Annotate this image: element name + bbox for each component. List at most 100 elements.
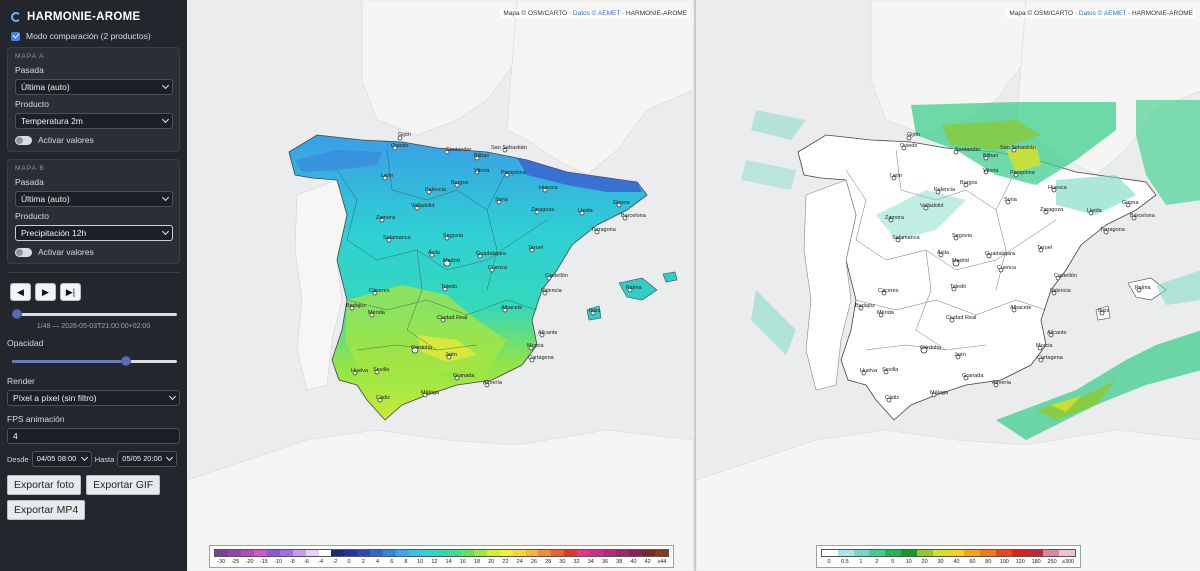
- export-gif-button[interactable]: Exportar GIF: [86, 475, 161, 495]
- temperature-legend-tick-label: 16: [459, 559, 466, 565]
- city-label: Pamplona: [1010, 170, 1036, 176]
- opacity-slider-thumb[interactable]: [120, 356, 131, 366]
- to-select[interactable]: 05/05 20:00: [117, 451, 178, 467]
- temperature-legend-swatch: [383, 550, 397, 556]
- map-a-values-toggle[interactable]: [15, 135, 32, 145]
- city-label: Albacete: [501, 305, 522, 311]
- city-label: Palma: [626, 285, 643, 291]
- city-label: Ibiza: [1098, 308, 1111, 314]
- export-photo-button[interactable]: Exportar foto: [7, 475, 82, 495]
- city-label: Cuenca: [488, 265, 508, 271]
- precipitation-legend-swatch: [1043, 550, 1060, 556]
- aemet-link[interactable]: Datos © AEMET: [572, 10, 621, 17]
- city-label: Murcia: [1036, 343, 1053, 349]
- temperature-legend-swatch: [460, 550, 474, 556]
- city-label: Huelva: [351, 368, 369, 374]
- precipitation-legend-ticks: 0 0.5 1 2 5 10 20 30 40 60 80 100 120 180 250 ≥300: [821, 559, 1076, 565]
- city-label: Zaragoza: [531, 207, 555, 213]
- temperature-legend-ticks: -30 -25 -20 -15 -10 -8 -6 -4 -2 0 2 4 6 8 10 12 14 16 18 20…: [214, 559, 669, 565]
- map-a-run-label: Pasada: [15, 65, 44, 75]
- precipitation-legend-swatch: [901, 550, 917, 556]
- temperature-legend-swatch: [641, 550, 655, 556]
- temperature-legend-swatch: [538, 550, 552, 556]
- from-value: 04/05 08:00: [36, 454, 77, 463]
- export-buttons-row-2: Exportar MP4: [7, 500, 180, 520]
- precipitation-legend-swatch: [853, 550, 870, 556]
- city-label: Burgos: [451, 180, 469, 186]
- map-a-run-select[interactable]: Última (auto): [15, 79, 173, 95]
- precipitation-legend-tick-label: 60: [969, 559, 976, 565]
- map-a-product-select[interactable]: Temperatura 2m: [15, 113, 173, 129]
- play-button[interactable]: ▶: [35, 283, 56, 301]
- precipitation-legend-swatch: [822, 550, 838, 556]
- attribution-suffix: · HARMONIE-AROME: [622, 10, 687, 17]
- map-a-product-label: Producto: [15, 99, 50, 109]
- city-label: Cartagena: [1037, 355, 1064, 361]
- temperature-legend-swatch: [344, 550, 358, 556]
- cantabrian-cold-band: [295, 150, 382, 172]
- precipitation-legend-swatch: [885, 550, 902, 556]
- export-mp4-button[interactable]: Exportar MP4: [7, 500, 86, 520]
- map-b-canvas: [696, 0, 1200, 571]
- city-label: Cuenca: [997, 265, 1017, 271]
- opacity-slider[interactable]: [12, 356, 177, 366]
- temperature-legend-swatch: [331, 550, 345, 556]
- africa-land: [187, 429, 694, 571]
- temperature-legend: -30 -25 -20 -15 -10 -8 -6 -4 -2 0 2 4 6 8 10 12 14 16 18 20…: [209, 545, 674, 568]
- last-frame-button[interactable]: ▶|: [60, 283, 81, 301]
- map-b-product-select[interactable]: Precipitación 12h: [15, 225, 173, 241]
- temperature-legend-swatch: [564, 550, 578, 556]
- city-label: Madrid: [952, 258, 969, 264]
- city-label: Vitoria: [983, 168, 999, 174]
- attribution-prefix: Mapa © OSM/CARTO ·: [1009, 10, 1078, 17]
- city-label: Segovia: [443, 233, 464, 239]
- map-b-title: MAPA B: [15, 165, 45, 172]
- city-label: Soria: [495, 197, 509, 203]
- precipitation-legend-tick-label: 100: [999, 559, 1009, 565]
- city-label: Mérida: [877, 310, 895, 316]
- map-b-run-label: Pasada: [15, 177, 44, 187]
- render-select[interactable]: Píxel a píxel (sin filtro): [7, 390, 180, 406]
- compare-mode-row[interactable]: Modo comparación (2 productos): [11, 31, 180, 41]
- temperature-legend-tick-label: 38: [616, 559, 623, 565]
- city-label: Cáceres: [878, 288, 899, 294]
- city-label: Jaén: [445, 352, 457, 358]
- city-label: Valencia: [1050, 288, 1072, 294]
- precipitation-legend-tick-label: 5: [891, 559, 895, 565]
- precipitation-legend-swatch: [948, 550, 965, 556]
- player-controls: ◀ ▶ ▶|: [10, 283, 180, 301]
- map-b-run-select[interactable]: Última (auto): [15, 191, 173, 207]
- map-b-attribution: Mapa © OSM/CARTO · Datos © AEMET · HARMO…: [1006, 9, 1196, 18]
- temperature-legend-swatch: [215, 550, 228, 556]
- map-b-values-toggle[interactable]: [15, 247, 32, 257]
- compare-mode-checkbox[interactable]: [11, 31, 20, 41]
- map-b-view[interactable]: Mapa © OSM/CARTO · Datos © AEMET · HARMO…: [694, 0, 1200, 571]
- city-label: Gijón: [907, 132, 920, 138]
- precipitation-legend-bar: [821, 549, 1076, 557]
- previous-frame-button[interactable]: ◀: [10, 283, 31, 301]
- temperature-legend-tick-label: 6: [390, 559, 394, 565]
- chevron-down-icon: [168, 392, 177, 401]
- map-a-view[interactable]: Mapa © OSM/CARTO · Datos © AEMET · HARMO…: [187, 0, 694, 571]
- city-label: Córdoba: [920, 345, 942, 351]
- precipitation-legend-swatch: [1011, 550, 1028, 556]
- sidebar: HARMONIE-AROME Modo comparación (2 produ…: [0, 0, 187, 571]
- time-slider-thumb[interactable]: [12, 309, 22, 319]
- chevron-down-icon: [161, 193, 170, 202]
- precipitation-legend-tick-label: 0: [827, 559, 831, 565]
- city-label: Lleida: [578, 208, 594, 214]
- attribution-suffix: · HARMONIE-AROME: [1128, 10, 1193, 17]
- city-label: Salamanca: [383, 235, 411, 241]
- fps-input[interactable]: 4: [7, 428, 180, 444]
- from-select[interactable]: 04/05 08:00: [31, 451, 92, 467]
- time-slider[interactable]: [12, 309, 177, 319]
- precipitation-legend-tick-label: 0.5: [841, 559, 849, 565]
- temperature-legend-tick-label: 22: [502, 559, 509, 565]
- temperature-legend-tick-label: -2: [332, 559, 338, 565]
- mallorca-island: [1127, 277, 1167, 301]
- city-label: Burgos: [960, 180, 978, 186]
- aemet-link[interactable]: Datos © AEMET: [1078, 10, 1127, 17]
- temperature-legend-swatch: [473, 550, 487, 556]
- city-label: Ciudad Real: [437, 315, 467, 321]
- map-a-title: MAPA A: [15, 53, 45, 60]
